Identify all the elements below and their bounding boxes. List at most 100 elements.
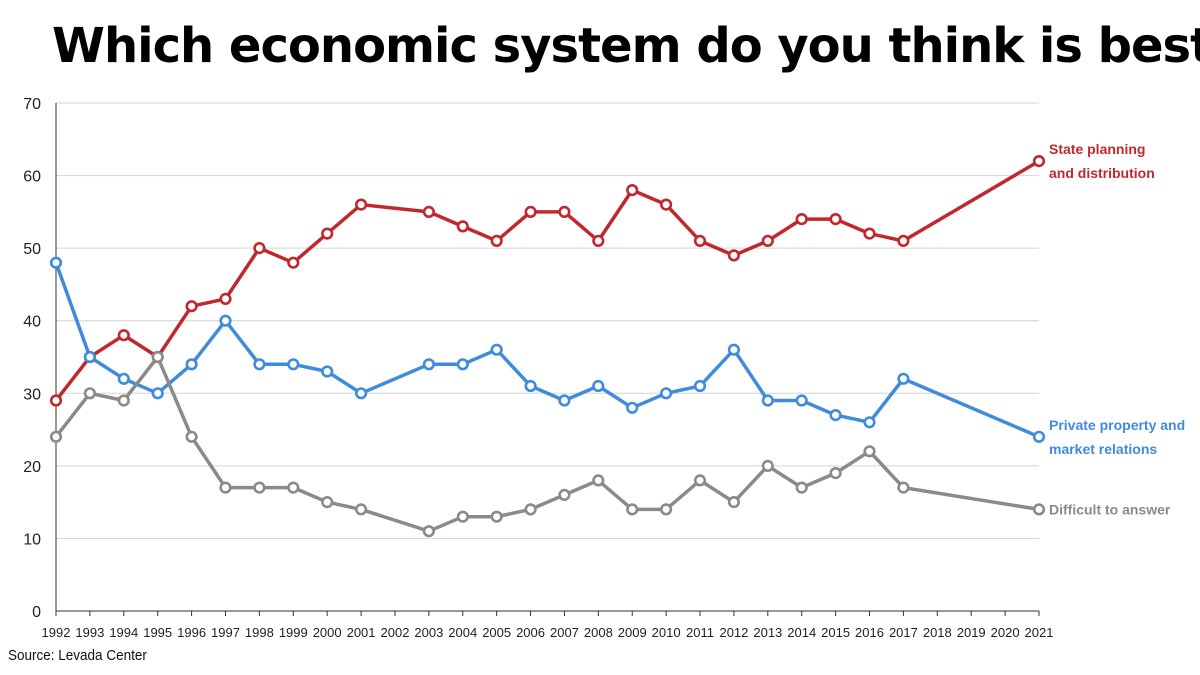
y-tick-label: 60: [23, 169, 41, 186]
series-label: Private property and: [1049, 417, 1185, 433]
data-point: [829, 213, 842, 226]
data-point: [151, 387, 164, 400]
series-label: Difficult to answer: [1049, 501, 1171, 517]
data-point: [456, 358, 469, 371]
data-point: [524, 503, 537, 516]
data-point: [287, 481, 300, 494]
y-tick-label: 0: [32, 604, 41, 621]
x-tick-label: 1999: [279, 625, 308, 640]
data-point: [490, 510, 503, 523]
data-point: [592, 234, 605, 247]
x-tick-label: 1996: [177, 625, 206, 640]
data-point: [626, 401, 639, 414]
data-point: [1032, 503, 1046, 516]
x-tick-label: 2011: [686, 625, 714, 640]
series-line-1: [54, 260, 1041, 439]
x-tick-label: 2000: [313, 625, 342, 640]
axes: 0 10 20 30 40 50 60 70 1992 1993 1994 1995 1996 1997 1…: [23, 96, 1053, 640]
data-point: [524, 205, 537, 218]
x-tick-label: 2014: [787, 625, 816, 640]
data-point: [897, 372, 910, 385]
x-tick-label: 2016: [855, 625, 884, 640]
x-tick-label: 1992: [42, 625, 71, 640]
data-point: [117, 372, 130, 385]
data-point: [727, 343, 741, 356]
data-point: [897, 481, 910, 494]
x-tick-label: 1994: [109, 625, 138, 640]
data-point: [219, 481, 232, 494]
data-point: [422, 525, 436, 538]
x-tick-label: 2001: [347, 625, 376, 640]
y-tick-label: 30: [23, 386, 41, 403]
series-label: market relations: [1049, 441, 1157, 457]
series-labels: State planning and distribution Private pr…: [1049, 141, 1185, 517]
data-point: [253, 242, 266, 255]
data-point: [863, 227, 876, 240]
data-point: [761, 234, 774, 247]
y-tick-label: 10: [23, 531, 41, 548]
data-point: [1032, 155, 1046, 168]
data-point: [219, 292, 232, 306]
source-note: Source: Levada Center: [8, 647, 147, 664]
data-point: [693, 379, 707, 393]
data-point: [727, 249, 741, 262]
data-point: [558, 205, 571, 218]
data-point: [863, 416, 876, 429]
data-point: [727, 496, 741, 509]
data-point: [321, 365, 334, 378]
x-tick-label: 2012: [719, 625, 748, 640]
data-point: [490, 234, 503, 247]
data-point: [287, 358, 300, 371]
data-point: [287, 256, 300, 269]
x-tick-label: 2006: [516, 625, 545, 640]
x-tick-label: 2021: [1025, 625, 1054, 640]
data-point: [659, 503, 673, 516]
data-point: [592, 379, 605, 393]
x-tick-label: 2015: [821, 625, 850, 640]
x-tick-label: 1995: [143, 625, 172, 640]
data-point: [355, 198, 368, 211]
x-tick-label: 2007: [550, 625, 579, 640]
x-tick-label: 2005: [482, 625, 511, 640]
data-point: [422, 358, 436, 371]
data-point: [83, 350, 96, 364]
data-point: [795, 213, 808, 226]
x-tick-label: 2003: [414, 625, 443, 640]
x-tick-label: 2002: [381, 625, 410, 640]
data-point: [422, 205, 436, 218]
data-point: [693, 234, 707, 247]
data-point: [355, 387, 368, 400]
data-point: [693, 474, 707, 487]
y-tick-label: 50: [23, 241, 41, 258]
data-point: [626, 503, 639, 516]
series-line-2: [54, 355, 1041, 533]
data-point: [659, 387, 673, 400]
data-point: [761, 459, 774, 473]
data-point: [592, 474, 605, 487]
data-point: [761, 394, 774, 407]
data-point: [524, 379, 537, 393]
x-tick-label: 2018: [923, 625, 952, 640]
y-tick-label: 20: [23, 459, 41, 476]
data-point: [185, 300, 198, 313]
x-tick-label: 2017: [889, 625, 918, 640]
data-point: [253, 481, 266, 494]
data-point: [626, 184, 639, 197]
data-point: [49, 256, 63, 269]
data-point: [829, 409, 842, 422]
series-lines: [49, 155, 1046, 538]
series-line-0: [54, 159, 1041, 403]
x-tick-label: 1997: [211, 625, 240, 640]
data-point: [1032, 430, 1046, 443]
data-point: [829, 467, 842, 480]
data-point: [355, 503, 368, 516]
data-point: [117, 394, 130, 407]
series-label: State planning: [1049, 141, 1145, 157]
data-point: [863, 445, 876, 458]
y-tick-label: 40: [23, 314, 41, 331]
data-point: [185, 358, 198, 371]
data-point: [897, 234, 910, 247]
data-point: [117, 329, 130, 342]
data-point: [456, 510, 469, 523]
